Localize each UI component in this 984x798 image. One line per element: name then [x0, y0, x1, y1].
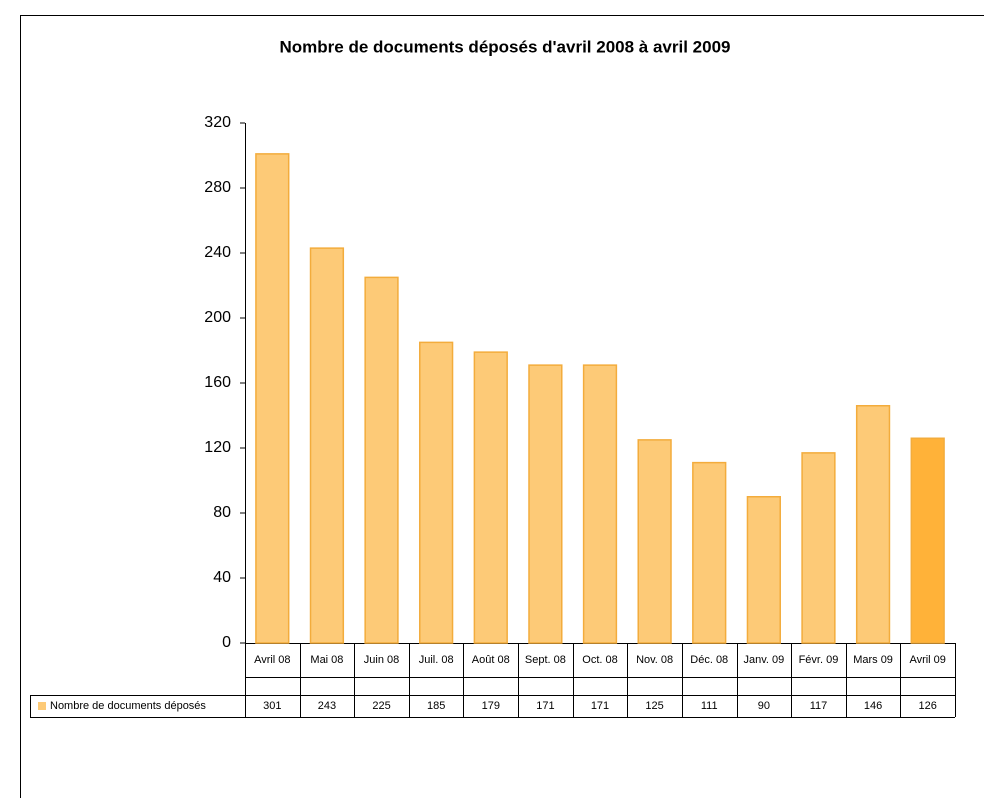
bar — [582, 364, 618, 644]
y-tick-label: 280 — [204, 179, 231, 196]
table-value: 125 — [645, 700, 663, 712]
bar — [746, 496, 781, 644]
table-value: 185 — [427, 700, 445, 712]
table-value: 243 — [318, 700, 336, 712]
y-tick-label: 320 — [204, 114, 231, 131]
bar — [855, 405, 891, 644]
x-tick-label: Juin 08 — [364, 654, 399, 666]
x-tick-label: Août 08 — [472, 654, 510, 666]
bar — [473, 351, 508, 644]
bar — [637, 439, 672, 644]
y-tick-label: 120 — [204, 439, 231, 456]
y-tick-label: 0 — [222, 634, 231, 651]
bar — [419, 341, 454, 644]
table-value: 111 — [701, 700, 718, 712]
y-tick-label: 40 — [213, 569, 231, 586]
y-tick-label: 240 — [204, 244, 231, 261]
bar — [255, 153, 290, 644]
x-tick-label: Janv. 09 — [743, 654, 784, 666]
x-tick-label: Nov. 08 — [636, 654, 673, 666]
legend-label: Nombre de documents déposés — [50, 700, 206, 712]
table-value: 146 — [864, 700, 882, 712]
y-tick-label: 200 — [204, 309, 231, 326]
y-tick-label: 80 — [213, 504, 231, 521]
bar — [528, 364, 563, 644]
table-value: 117 — [810, 700, 828, 712]
x-tick-label: Mars 09 — [853, 654, 893, 666]
x-tick-label: Déc. 08 — [690, 654, 728, 666]
table-value: 179 — [482, 700, 500, 712]
bar — [309, 247, 345, 644]
table-value: 90 — [758, 700, 770, 712]
table-value: 171 — [591, 700, 609, 712]
chart-title: Nombre de documents déposés d'avril 2008… — [280, 37, 731, 56]
x-tick-label: Févr. 09 — [799, 654, 839, 666]
x-tick-label: Juil. 08 — [419, 654, 454, 666]
table-value: 225 — [372, 700, 390, 712]
bar — [801, 452, 836, 644]
x-tick-label: Avril 08 — [254, 654, 290, 666]
bar — [910, 437, 945, 644]
y-tick-label: 160 — [204, 374, 231, 391]
table-value: 301 — [263, 700, 281, 712]
x-tick-label: Sept. 08 — [525, 654, 566, 666]
x-tick-label: Avril 09 — [909, 654, 945, 666]
x-tick-label: Mai 08 — [310, 654, 343, 666]
legend-swatch — [38, 702, 46, 710]
table-value: 171 — [536, 700, 554, 712]
bar — [364, 276, 399, 644]
table-value: 126 — [919, 700, 937, 712]
x-tick-label: Oct. 08 — [582, 654, 617, 666]
bar — [692, 461, 727, 644]
